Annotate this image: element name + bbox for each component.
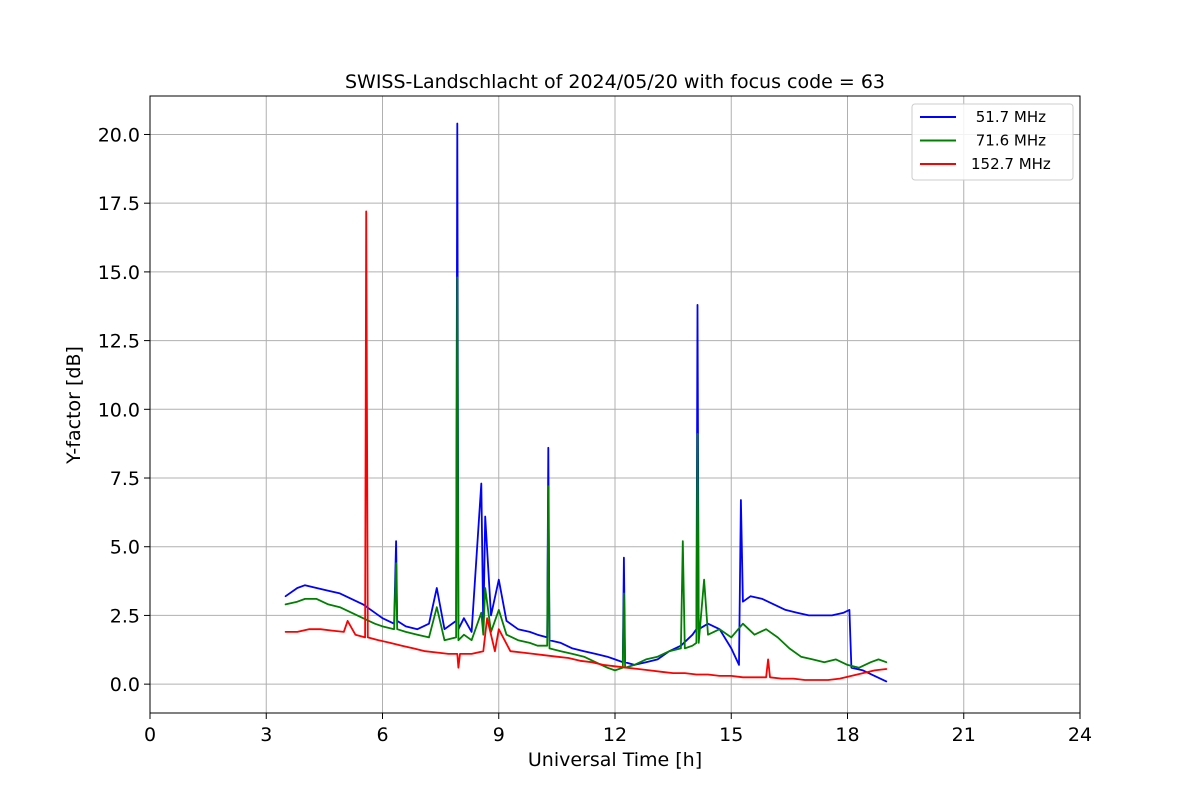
x-tick-label: 18 — [835, 724, 859, 746]
x-tick-label: 3 — [260, 724, 272, 746]
y-tick-label: 0.0 — [110, 674, 140, 696]
y-tick-label: 2.5 — [110, 605, 140, 627]
y-tick-label: 10.0 — [98, 399, 140, 421]
y-tick-label: 12.5 — [98, 331, 140, 353]
series-layer — [284, 122, 888, 683]
x-tick-label: 12 — [603, 724, 627, 746]
x-tick-label: 9 — [493, 724, 505, 746]
x-tick-label: 6 — [376, 724, 388, 746]
x-tick-label: 21 — [952, 724, 976, 746]
y-tick-label: 5.0 — [110, 537, 140, 559]
y-tick-label: 17.5 — [98, 193, 140, 215]
x-tick-label: 0 — [144, 724, 156, 746]
chart-title: SWISS-Landschlacht of 2024/05/20 with fo… — [345, 71, 885, 93]
x-axis-label: Universal Time [h] — [528, 749, 702, 771]
y-tick-label: 7.5 — [110, 468, 140, 490]
legend-label: 152.7 MHz — [971, 155, 1051, 173]
y-tick-label: 20.0 — [98, 124, 140, 146]
y-axis-label: Y-factor [dB] — [63, 346, 85, 465]
legend: 51.7 MHz 71.6 MHz 152.7 MHz — [911, 103, 1074, 181]
x-tick-label: 24 — [1068, 724, 1092, 746]
legend-box — [911, 103, 1074, 181]
x-axis-ticks: 0 3 6 9 12 15 18 21 24 — [144, 713, 1092, 746]
legend-label: 71.6 MHz — [971, 132, 1046, 150]
y-tick-label: 15.0 — [98, 262, 140, 284]
series-line-71_6-mhz — [284, 276, 888, 672]
series-line-152_7-mhz — [284, 210, 888, 681]
x-tick-label: 15 — [719, 724, 743, 746]
y-axis-ticks: 0.0 2.5 5.0 7.5 10.0 12.5 15.0 17.5 20.0 — [98, 124, 150, 696]
legend-label: 51.7 MHz — [971, 108, 1046, 126]
